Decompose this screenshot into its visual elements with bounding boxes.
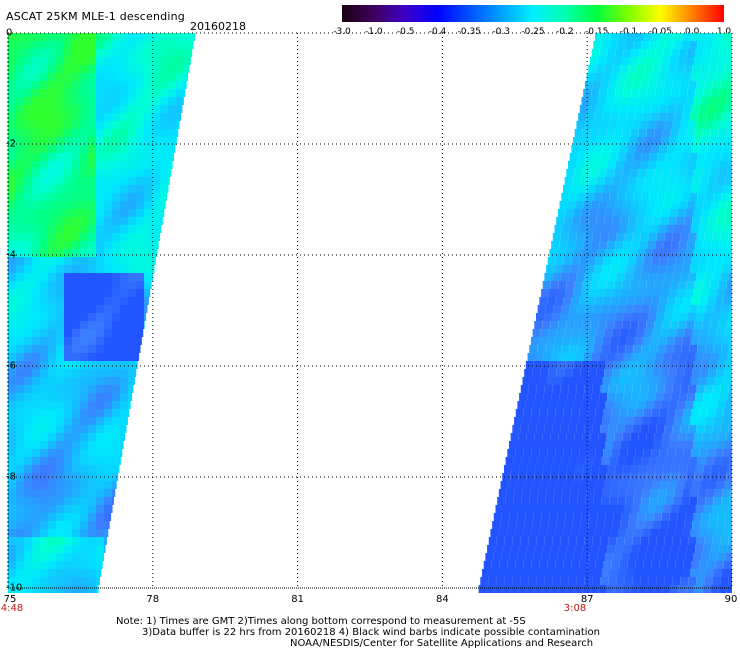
lat-tick-label: -4 [6, 249, 16, 261]
pass-time-west: 4:48 [0, 603, 24, 614]
colorbar-label: -0.5 [396, 27, 415, 37]
colorbar-label: -0.15 [585, 27, 609, 37]
lon-tick-label: 75 [3, 594, 17, 605]
wind-data-map [7, 32, 733, 593]
swath-cells [8, 33, 732, 593]
lon-tick-label: 84 [436, 594, 449, 605]
map-frame [7, 32, 733, 589]
lat-tick-label: -2 [6, 138, 16, 150]
pass-time-east: 3:08 [563, 603, 587, 614]
colorbar-label: -0.3 [492, 27, 510, 37]
colorbar-label: -0.4 [428, 27, 447, 37]
map-date: 20160218 [190, 20, 246, 33]
colorbar-label: -0.2 [556, 27, 574, 37]
colorbar-labels: -3.0 -1.0 -0.5 -0.4 -0.35 -0.3 -0.25 -0.2 -0.15-… [0, 0, 740, 40]
lat-tick-label: -10 [6, 582, 23, 594]
lon-tick-label: 90 [724, 594, 738, 605]
note-line-1: Note: 1) Times are GMT 2)Times along bot… [116, 616, 526, 627]
lat-tick-label: 0 [6, 27, 13, 39]
lat-tick-label: -6 [6, 360, 16, 372]
colorbar-label: -0.25 [521, 27, 545, 37]
lon-tick-label: 81 [291, 594, 304, 605]
lon-tick-label: 78 [146, 594, 160, 605]
lat-tick-label: -8 [6, 471, 16, 483]
colorbar-label: 1.0 [716, 27, 732, 37]
colorbar-gradient [342, 5, 724, 22]
note-line-2: 3)Data buffer is 22 hrs from 20160218 4)… [142, 627, 600, 638]
colorbar-label: -3.0 [333, 27, 351, 37]
colorbar-label: -1.0 [365, 27, 383, 37]
map-title: ASCAT 25KM MLE-1 descending [6, 10, 185, 23]
colorbar-label: -0.05 [648, 27, 672, 37]
note-line-3: NOAA/NESDIS/Center for Satellite Applica… [290, 638, 594, 649]
lon-tick-label: 87 [580, 594, 594, 605]
colorbar-label: -0.1 [619, 27, 638, 37]
colorbar-label: 0.0 [684, 27, 700, 37]
colorbar-label: -0.35 [457, 27, 481, 37]
colorbar [342, 5, 724, 22]
